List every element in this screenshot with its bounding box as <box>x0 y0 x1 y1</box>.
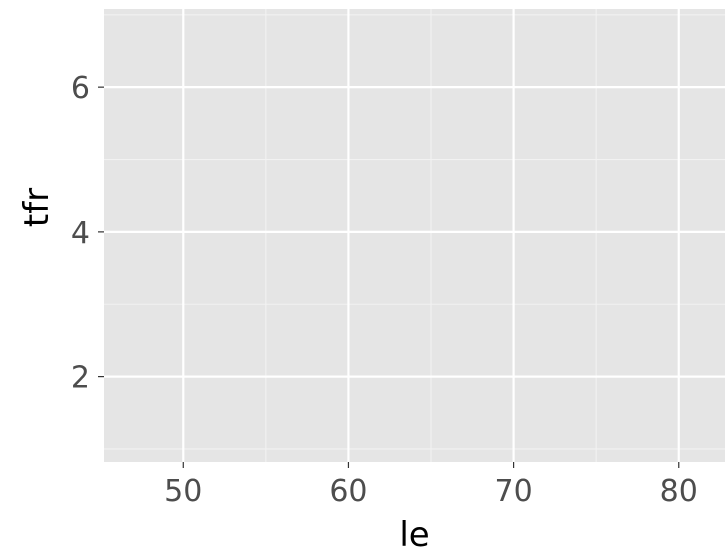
x-axis-title: le <box>399 515 429 550</box>
x-tick-label: 70 <box>495 474 533 509</box>
major-gridlines <box>104 9 725 462</box>
x-axis: 50 60 70 80 <box>164 462 698 509</box>
minor-gridlines <box>104 9 725 462</box>
y-tick-label: 2 <box>71 361 90 396</box>
x-tick-label: 80 <box>660 474 698 509</box>
y-axis-title: tfr <box>17 188 57 227</box>
y-tick-label: 6 <box>71 71 90 106</box>
x-tick-label: 50 <box>164 474 202 509</box>
y-axis: 2 4 6 <box>71 71 104 396</box>
plot-panel <box>104 9 725 462</box>
x-tick-label: 60 <box>329 474 367 509</box>
y-tick-label: 4 <box>71 216 90 251</box>
